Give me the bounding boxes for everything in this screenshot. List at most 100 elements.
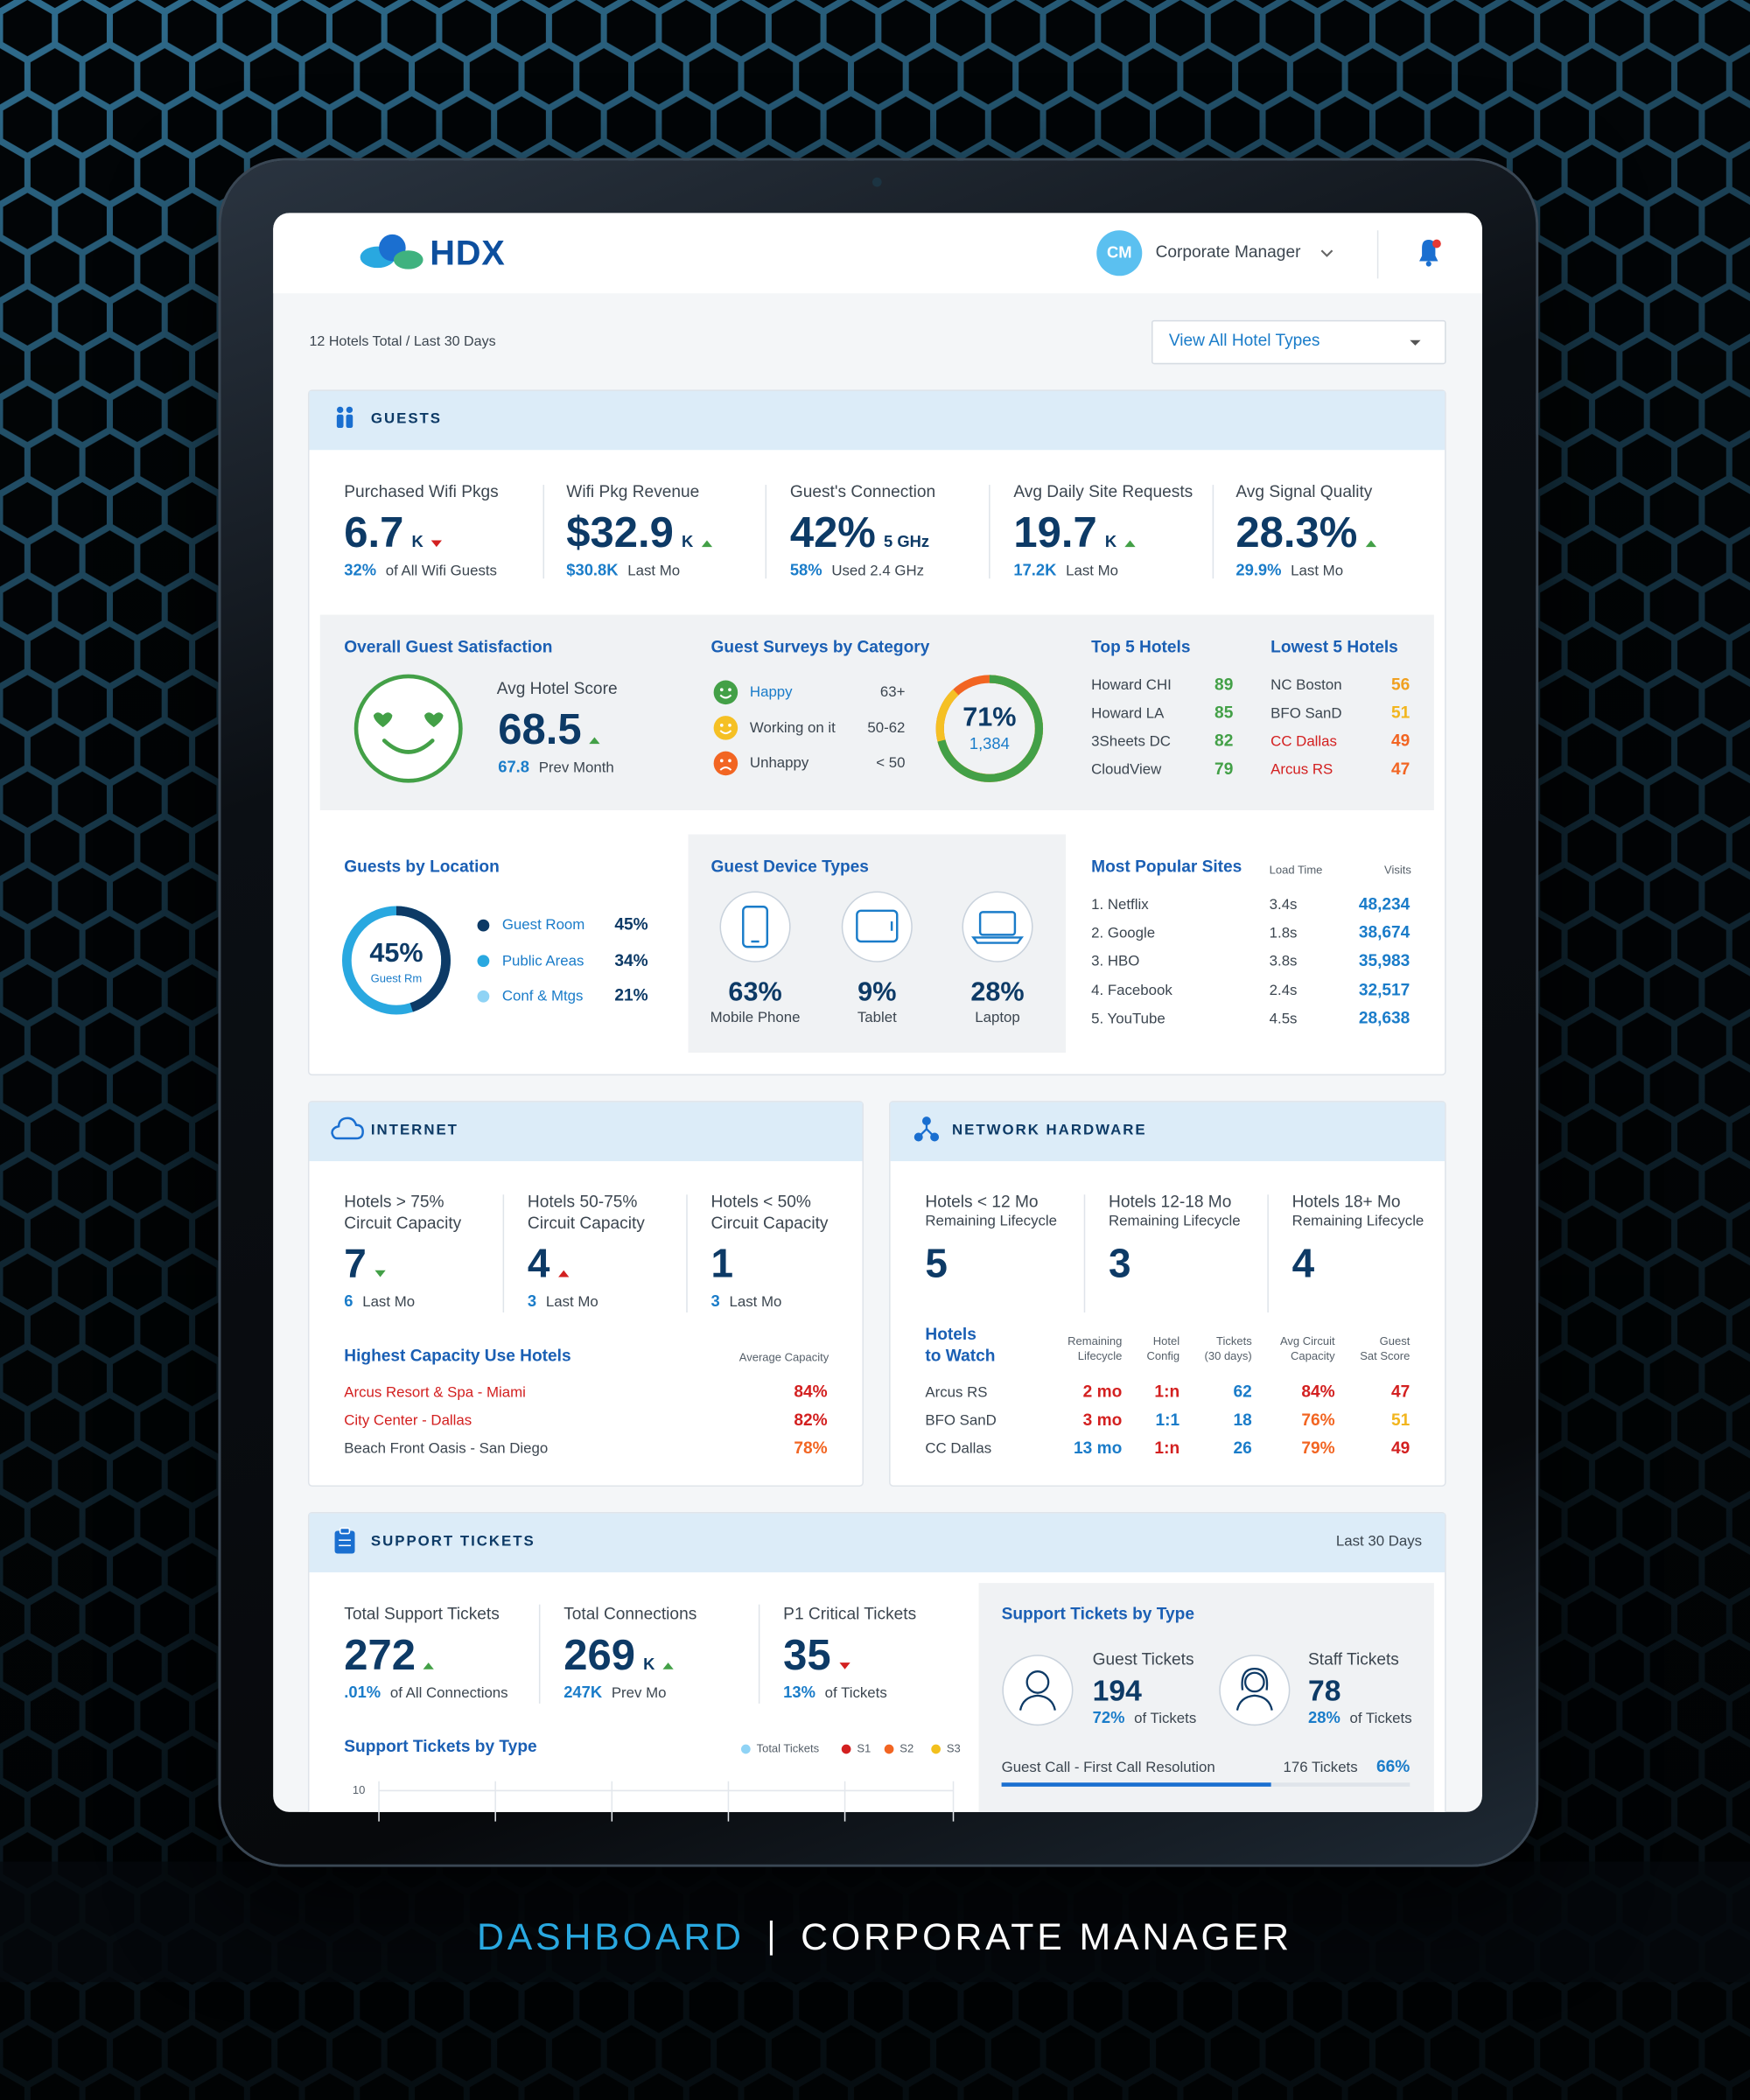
column-header: Visits	[1384, 863, 1411, 877]
watch-cell: 1:n	[1154, 1438, 1180, 1458]
kpi-value-group: 3	[1109, 1242, 1131, 1287]
hotel-name: Howard CHI	[1091, 677, 1172, 694]
capacity-value: 82%	[794, 1410, 828, 1430]
kpi-label: Hotels 12-18 Mo	[1109, 1192, 1232, 1211]
watch-cell: 26	[1233, 1438, 1252, 1458]
trend-arrow	[701, 540, 712, 548]
card-header	[890, 1102, 1446, 1162]
kpi-sub-label: of All Wifi Guests	[385, 563, 497, 579]
kpi-value-group: 42% 5 GHz	[790, 508, 929, 556]
kpi-value-group: 269 K	[564, 1631, 674, 1679]
hotel-score: 47	[1391, 760, 1410, 779]
watch-cell: 18	[1233, 1410, 1252, 1430]
screen	[273, 213, 1482, 1812]
hotel-score: 85	[1214, 703, 1234, 723]
share-label: of Tickets	[1349, 1711, 1412, 1727]
prev-group: 67.8 Prev Month	[498, 758, 614, 776]
location-value: 45%	[614, 914, 648, 934]
kpi-sub: 3 Last Mo	[710, 1292, 782, 1311]
location-value: 34%	[614, 950, 648, 970]
survey-label: Happy	[749, 684, 793, 701]
kpi-sub-value: 58%	[789, 560, 822, 579]
avatar-initials[interactable]: CM	[1106, 242, 1132, 262]
trend-arrow	[1124, 540, 1136, 548]
kpi-sub-label: of All Connections	[389, 1685, 508, 1702]
section-title: NETWORK HARDWARE	[951, 1122, 1147, 1138]
kpi-label: Remaining Lifecycle	[925, 1213, 1058, 1230]
kpi-sub: 32% of All Wifi Guests	[344, 561, 497, 579]
kpi-sub-value: 17.2K	[1013, 560, 1057, 579]
ticket-type-value: 78	[1308, 1674, 1341, 1708]
kpi-value: 19.7	[1013, 508, 1097, 556]
kpi-label: Avg Daily Site Requests	[1013, 482, 1194, 501]
section-title: SUPPORT TICKETS	[370, 1533, 536, 1550]
kpi-label: Circuit Capacity	[710, 1213, 829, 1233]
kpi-sub-value: .01%	[344, 1683, 382, 1702]
survey-label: Unhappy	[749, 755, 809, 772]
resolution-tickets: 176 Tickets	[1283, 1760, 1358, 1776]
user-name[interactable]: Corporate Manager	[1155, 242, 1301, 262]
hotel-score: 79	[1214, 760, 1234, 779]
kpi-label: Hotels > 75%	[344, 1192, 444, 1211]
watch-cell: 84%	[1301, 1382, 1335, 1402]
legend-label: S2	[900, 1741, 914, 1755]
trend-arrow	[838, 1662, 850, 1670]
kpi-value: 7	[344, 1242, 367, 1287]
section-title: INTERNET	[370, 1122, 458, 1138]
kpi-value: 4	[527, 1242, 550, 1287]
kpi-value: 6.7	[344, 508, 404, 556]
watch-cell: 76%	[1301, 1410, 1335, 1430]
kpi-label: Purchased Wifi Pkgs	[344, 482, 499, 501]
hotel-score: 89	[1214, 675, 1234, 695]
site-name: 1. Netflix	[1091, 897, 1149, 914]
watch-cell: 3 mo	[1082, 1410, 1123, 1430]
kpi-sub: $30.8K Last Mo	[566, 561, 680, 579]
trend-arrow	[424, 1662, 435, 1670]
kpi-sub: 13% of Tickets	[783, 1684, 887, 1702]
hotel-name: Arcus Resort & Spa - Miami	[344, 1384, 526, 1401]
panel-title: Most Popular Sites	[1091, 857, 1242, 877]
kpi-value-group: 19.7 K	[1013, 508, 1136, 556]
hotel-name: Beach Front Oasis - San Diego	[344, 1440, 549, 1458]
kpi-value-group: 28.3%	[1236, 508, 1376, 556]
footer-section: DASHBOARD	[476, 1915, 745, 1958]
capacity-value: 78%	[794, 1438, 828, 1458]
kpi-value-group: 7	[344, 1242, 386, 1287]
y-tick-label: 10	[352, 1782, 366, 1797]
site-visits: 32,517	[1358, 979, 1410, 999]
trend-arrow	[662, 1662, 674, 1670]
kpi-sub-value: 29.9%	[1236, 560, 1282, 579]
watch-cell: 51	[1391, 1410, 1410, 1430]
column-header: Lifecycle	[1077, 1348, 1123, 1363]
kpi-value-group: 35	[783, 1631, 850, 1679]
hotel-name: Howard LA	[1091, 705, 1165, 722]
resolution-rate: 66%	[1376, 1757, 1410, 1776]
panel-title: Guests by Location	[344, 857, 500, 877]
kpi-label: Total Support Tickets	[344, 1604, 500, 1624]
panel-title: Guest Surveys by Category	[710, 637, 930, 657]
kpi-value: 4	[1292, 1242, 1315, 1287]
kpi-sub-value: 13%	[783, 1683, 816, 1702]
hotel-name: 3Sheets DC	[1091, 733, 1171, 751]
trend-arrow	[430, 540, 443, 548]
kpi-value-group: $32.9 K	[566, 508, 712, 556]
hotel-type-select[interactable]: View All Hotel Types	[1168, 331, 1320, 350]
trend-arrow	[1365, 540, 1376, 548]
kpi-sub-value: 3	[710, 1292, 720, 1311]
column-header: (30 days)	[1204, 1348, 1252, 1363]
watch-cell: 13 mo	[1074, 1438, 1123, 1458]
location-label: Public Areas	[501, 952, 584, 970]
hotel-type-dropdown[interactable]	[1151, 319, 1446, 365]
kpi-label: Remaining Lifecycle	[1292, 1213, 1424, 1230]
period-label: Last 30 Days	[1335, 1533, 1423, 1550]
trend-arrow	[557, 1270, 569, 1278]
kpi-unit: K	[1104, 532, 1117, 551]
kpi-value-group: 1	[711, 1242, 734, 1287]
site-visits: 48,234	[1358, 894, 1410, 914]
watch-cell: 47	[1391, 1382, 1410, 1402]
hotel-score: 82	[1214, 731, 1234, 751]
site-name: 2. Google	[1091, 925, 1156, 942]
site-name: 4. Facebook	[1091, 982, 1172, 999]
hotel-name: NC Boston	[1270, 677, 1342, 694]
device-value: 9%	[858, 977, 897, 1008]
